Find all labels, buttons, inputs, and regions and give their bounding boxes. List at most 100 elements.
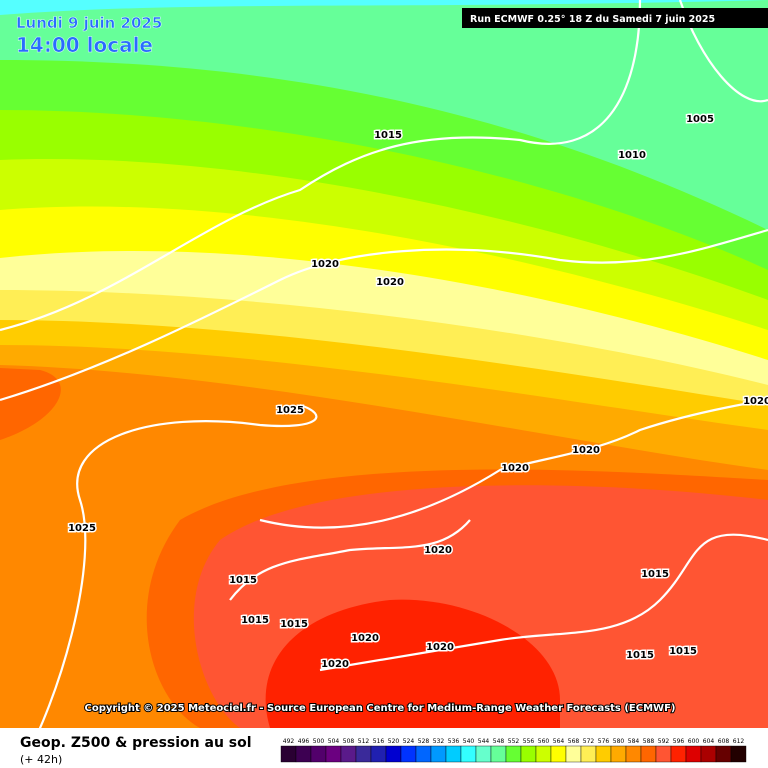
- colorbar-swatch: [430, 745, 447, 763]
- colorbar-swatch: [340, 745, 357, 763]
- colorbar-swatch: [595, 745, 612, 763]
- colorbar-label: 552: [508, 738, 520, 745]
- colorbar-swatch: [460, 745, 477, 763]
- colorbar-label: 604: [703, 738, 715, 745]
- colorbar-label: 612: [733, 738, 745, 745]
- date-label: Lundi 9 juin 2025: [16, 14, 162, 32]
- isobar-label: 1025: [68, 523, 96, 534]
- isobar-label: 1020: [351, 633, 379, 644]
- colorbar-swatch: [475, 745, 492, 763]
- colorbar-swatch: [580, 745, 597, 763]
- colorbar-label: 596: [673, 738, 685, 745]
- colorbar-label: 500: [313, 738, 325, 745]
- colorbar-swatch: [715, 745, 732, 763]
- isobar-label: 1010: [618, 150, 646, 161]
- colorbar-label: 540: [463, 738, 475, 745]
- isobar-label: 1020: [572, 445, 600, 456]
- isobar-label: 1005: [686, 114, 714, 125]
- colorbar-swatch: [385, 745, 402, 763]
- colorbar-label: 600: [688, 738, 700, 745]
- isobar-label: 1020: [743, 396, 768, 407]
- isobar-label: 1020: [424, 545, 452, 556]
- run-label: Run ECMWF 0.25° 18 Z du Samedi 7 juin 20…: [470, 14, 715, 25]
- colorbar-swatch: [670, 745, 687, 763]
- colorbar-swatch: [415, 745, 432, 763]
- isobar-label: 1025: [276, 405, 304, 416]
- colorbar-label: 544: [478, 738, 490, 745]
- colorbar-label: 504: [328, 738, 340, 745]
- isobar-label: 1015: [374, 130, 402, 141]
- isobar: [19, 403, 318, 768]
- colorbar-swatch: [310, 745, 327, 763]
- colorbar-swatch: [490, 745, 507, 763]
- colorbar-label: 512: [358, 738, 370, 745]
- isobar-label: 1020: [426, 642, 454, 653]
- colorbar-label: 556: [523, 738, 535, 745]
- colorbar-swatch: [535, 745, 552, 763]
- isobar: [319, 533, 768, 672]
- isobar-label: 1020: [311, 259, 339, 270]
- colorbar-swatch: [700, 745, 717, 763]
- copyright: Copyright © 2025 Meteociel.fr - Source E…: [85, 703, 676, 714]
- colorbar-label: 536: [448, 738, 460, 745]
- colorbar-label: 516: [373, 738, 385, 745]
- colorbar-swatch: [355, 745, 372, 763]
- colorbar-swatch: [505, 745, 522, 763]
- colorbar-label: 508: [343, 738, 355, 745]
- colorbar-label: 580: [613, 738, 625, 745]
- colorbar-label: 560: [538, 738, 550, 745]
- colorbar-label: 564: [553, 738, 565, 745]
- colorbar-label: 524: [403, 738, 415, 745]
- isobar: [0, 228, 768, 402]
- colorbar-swatch: [370, 745, 387, 763]
- colorbar-swatch: [685, 745, 702, 763]
- isobar-label: 1015: [626, 650, 654, 661]
- isobar-label: 1015: [241, 615, 269, 626]
- colorbar-label: 572: [583, 738, 595, 745]
- colorbar-swatch: [730, 745, 747, 763]
- product-label: Geop. Z500 & pression au sol: [20, 735, 252, 751]
- colorbar-swatch: [445, 745, 462, 763]
- colorbar: 492 496 500 504 508 512 516 520 524 528 532 536 540 5…: [280, 738, 747, 763]
- isobar-label: 1015: [669, 646, 697, 657]
- lead-label: (+ 42h): [20, 753, 62, 766]
- colorbar-label: 592: [658, 738, 670, 745]
- colorbar-swatch: [655, 745, 672, 763]
- isobar-label: 1020: [501, 463, 529, 474]
- colorbar-swatch: [550, 745, 567, 763]
- isobar: [229, 519, 471, 601]
- colorbar-label: 496: [298, 738, 310, 745]
- colorbar-swatch: [625, 745, 642, 763]
- colorbar-swatch: [325, 745, 342, 763]
- isobar-label: 1020: [376, 277, 404, 288]
- colorbar-label: 568: [568, 738, 580, 745]
- run-box: [462, 8, 768, 28]
- band: [265, 599, 560, 728]
- time-label: 14:00 locale: [16, 33, 153, 57]
- colorbar-swatch: [610, 745, 627, 763]
- colorbar-swatch: [400, 745, 417, 763]
- isobar-label: 1020: [321, 659, 349, 670]
- colorbar-label: 584: [628, 738, 640, 745]
- colorbar-label: 608: [718, 738, 730, 745]
- colorbar-label: 532: [433, 738, 445, 745]
- geopotential-field: [0, 0, 768, 728]
- colorbar-swatch: [280, 745, 297, 763]
- colorbar-label: 528: [418, 738, 430, 745]
- isobar-label: 1015: [229, 575, 257, 586]
- colorbar-swatch: [640, 745, 657, 763]
- isobar: [259, 398, 768, 529]
- colorbar-label: 588: [643, 738, 655, 745]
- colorbar-swatch: [520, 745, 537, 763]
- colorbar-swatch: [295, 745, 312, 763]
- isobar: [0, 0, 642, 332]
- colorbar-label: 492: [283, 738, 295, 745]
- colorbar-label: 548: [493, 738, 505, 745]
- colorbar-swatch: [565, 745, 582, 763]
- colorbar-label: 520: [388, 738, 400, 745]
- isobar-label: 1015: [280, 619, 308, 630]
- isobar-label: 1015: [641, 569, 669, 580]
- colorbar-label: 576: [598, 738, 610, 745]
